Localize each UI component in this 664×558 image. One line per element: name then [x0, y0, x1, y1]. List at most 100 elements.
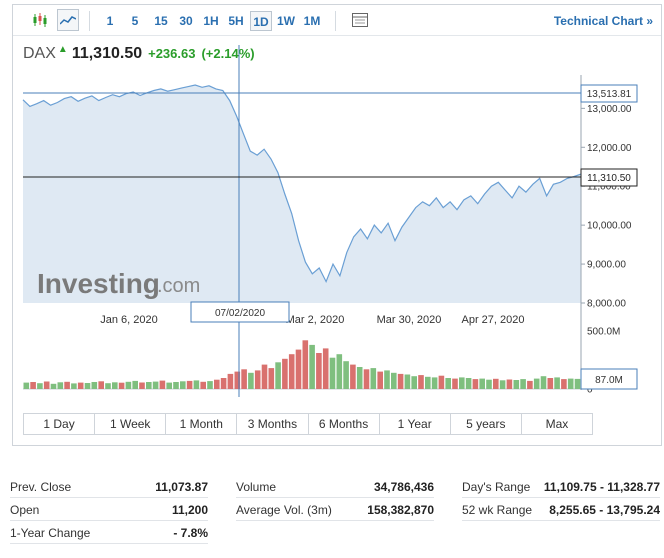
- volume-bar: [227, 373, 234, 389]
- volume-bar: [540, 376, 547, 389]
- x-tick-label: Apr 27, 2020: [462, 314, 525, 326]
- y-tick-label: 12,000.00: [587, 143, 632, 154]
- stat-value: - 7.8%: [173, 526, 208, 540]
- volume-bar: [472, 379, 479, 389]
- crosshair-date-label: 07/02/2020: [215, 308, 265, 319]
- volume-bar: [91, 382, 98, 389]
- timeframe-1m[interactable]: 1M: [303, 14, 321, 28]
- volume-bar: [295, 349, 302, 389]
- volume-bar: [574, 378, 581, 389]
- candlestick-icon[interactable]: [29, 9, 51, 31]
- timeframe-5h[interactable]: 5H: [228, 14, 244, 28]
- volume-bar: [64, 381, 70, 389]
- volume-bar: [159, 380, 166, 389]
- stat-label: Average Vol. (3m): [236, 503, 332, 517]
- volume-bar: [384, 370, 390, 389]
- crosshair-volume-box: [580, 368, 638, 390]
- volume-bar: [200, 381, 206, 389]
- volume-bar: [43, 381, 50, 389]
- range-6-months[interactable]: 6 Months: [309, 414, 380, 434]
- stat-label: 1-Year Change: [10, 526, 91, 540]
- up-arrow-icon: ▲: [57, 44, 68, 55]
- stat-row: Prev. Close 11,073.87: [10, 476, 208, 498]
- range-1-month[interactable]: 1 Month: [166, 414, 238, 434]
- volume-bar: [23, 382, 30, 389]
- stat-label: Open: [10, 503, 40, 517]
- volume-bar: [261, 364, 268, 389]
- volume-bar: [275, 362, 281, 389]
- price-change: +236.63: [148, 46, 196, 61]
- volume-bar: [248, 372, 254, 389]
- timeframe-1w[interactable]: 1W: [277, 14, 295, 28]
- chart-toolbar: 1 5 15 30 1H 5H 1D 1W 1M Technical Chart…: [13, 5, 661, 35]
- volume-bar: [513, 380, 520, 389]
- timeframe-1d[interactable]: 1D: [250, 11, 272, 31]
- volume-bar: [30, 382, 36, 389]
- crosshair-date-box: [190, 301, 290, 323]
- timeframe-1h[interactable]: 1H: [203, 14, 219, 28]
- volume-tick-label: 500.0M: [587, 327, 620, 338]
- range-1-year[interactable]: 1 Year: [380, 414, 451, 434]
- volume-bar: [302, 340, 309, 389]
- timeframe-15[interactable]: 15: [154, 14, 168, 28]
- area-chart-icon[interactable]: [57, 9, 79, 31]
- volume-bar: [37, 383, 43, 389]
- range-1-week[interactable]: 1 Week: [95, 414, 167, 434]
- range-3-months[interactable]: 3 Months: [237, 414, 309, 434]
- volume-bar: [499, 380, 506, 389]
- volume-bar: [533, 378, 540, 389]
- volume-bar: [118, 382, 125, 389]
- toolbar-divider: [335, 11, 336, 31]
- volume-bar: [152, 381, 159, 389]
- volume-bar: [363, 369, 370, 389]
- volume-bar: [445, 378, 451, 389]
- y-tick-label: 11,000.00: [587, 182, 631, 193]
- volume-bar: [356, 367, 363, 389]
- stat-row: Average Vol. (3m) 158,382,870: [236, 499, 434, 521]
- volume-bar: [465, 378, 472, 389]
- volume-bar: [309, 344, 315, 389]
- volume-bar: [316, 353, 322, 389]
- range-5-years[interactable]: 5 years: [451, 414, 522, 434]
- volume-bar: [241, 369, 247, 389]
- volume-bar: [336, 354, 343, 389]
- volume-bar: [350, 364, 356, 389]
- y-tick-label: 13,000.00: [587, 104, 632, 115]
- stat-label: 52 wk Range: [462, 503, 533, 517]
- last-price-box: [580, 168, 638, 187]
- volume-bar: [520, 379, 526, 389]
- timeframe-5[interactable]: 5: [131, 14, 139, 28]
- volume-bar: [132, 380, 138, 389]
- header-divider: [13, 35, 661, 36]
- volume-bar: [193, 380, 200, 389]
- volume-bar: [288, 354, 295, 389]
- technical-chart-link[interactable]: Technical Chart »: [553, 14, 653, 28]
- volume-bar: [343, 361, 349, 389]
- volume-bar: [493, 378, 499, 389]
- volume-bar: [459, 377, 465, 389]
- volume-bar: [506, 379, 513, 389]
- stat-row: 1-Year Change - 7.8%: [10, 522, 208, 544]
- stat-value: 34,786,436: [373, 480, 434, 494]
- table-icon[interactable]: [349, 9, 371, 31]
- volume-bar: [370, 368, 377, 389]
- price-area: [23, 85, 581, 303]
- volume-bar: [404, 374, 411, 389]
- crosshair-price-box: [580, 84, 638, 103]
- price-chart[interactable]: Investing .com Jan 6, 2020 Mar 2, 2020 Mar…: [13, 5, 661, 445]
- price-change-percent: (+2.14%): [201, 46, 255, 61]
- timeframe-30[interactable]: 30: [179, 14, 193, 28]
- volume-bar: [411, 376, 417, 389]
- range-max[interactable]: Max: [545, 417, 569, 431]
- volume-bar: [527, 380, 533, 389]
- stat-value: 11,109.75 - 11,328.77: [543, 480, 660, 494]
- crosshair-volume-label: 87.0M: [595, 375, 623, 386]
- stat-row: 52 wk Range 8,255.65 - 13,795.24: [462, 499, 660, 521]
- volume-bar: [425, 376, 431, 389]
- volume-bar: [254, 370, 261, 389]
- timeframe-1[interactable]: 1: [106, 14, 114, 28]
- price-line: [22, 84, 582, 284]
- y-tick-label: 8,000.00: [587, 299, 626, 310]
- range-1-day[interactable]: 1 Day: [24, 414, 96, 434]
- quote-stats: Prev. Close 11,073.87 Open 11,200 1-Year…: [0, 472, 664, 552]
